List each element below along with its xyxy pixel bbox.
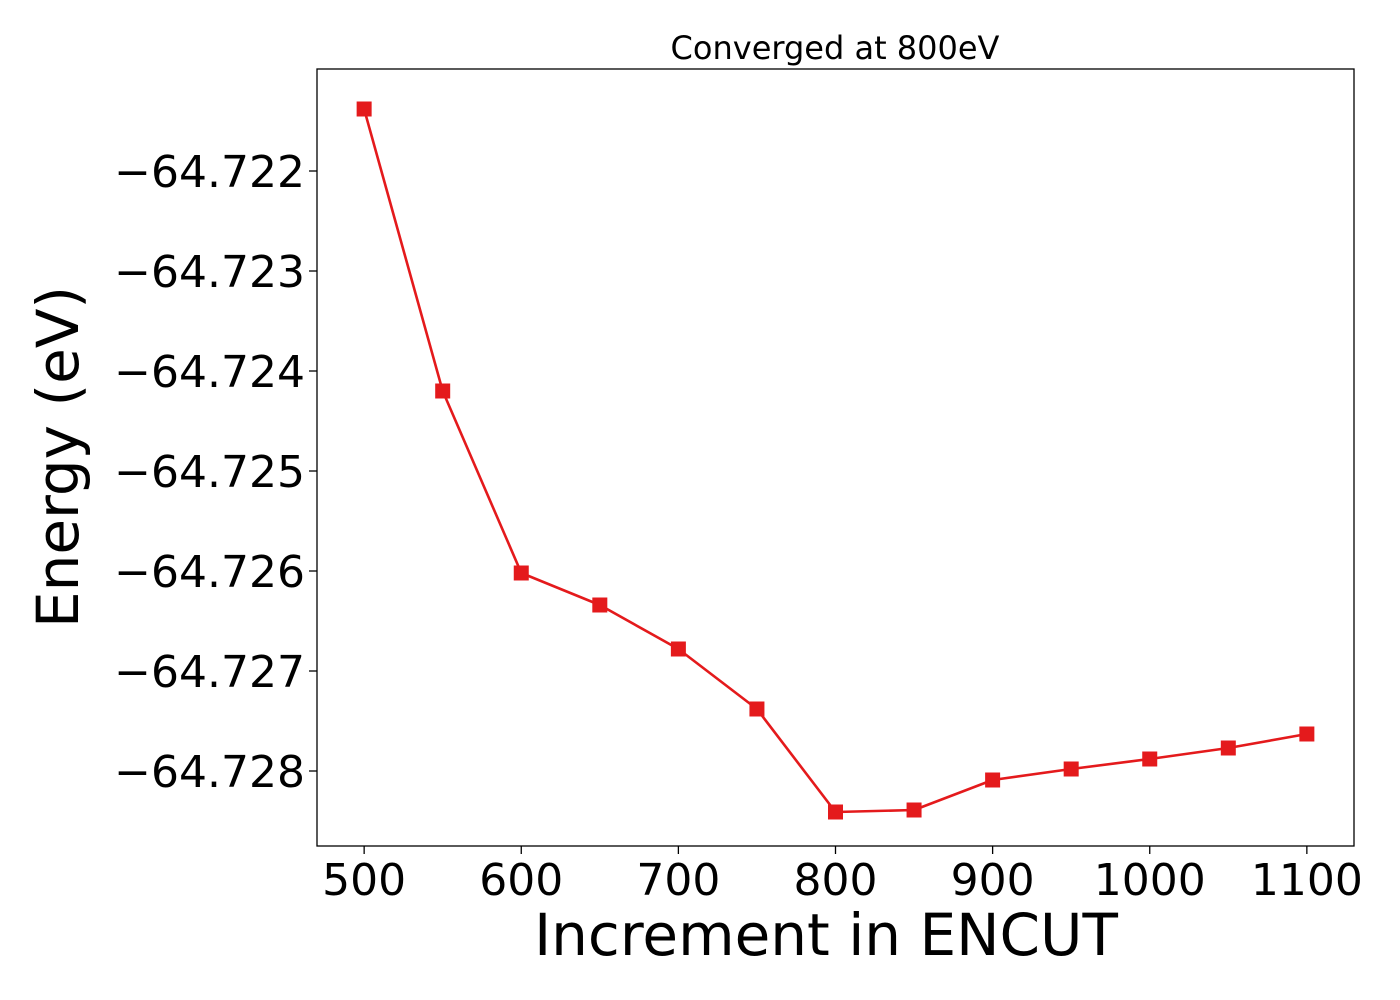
data-point-marker: [985, 772, 1001, 788]
x-tick-label: 500: [322, 855, 406, 906]
y-axis-title: Energy (eV): [24, 286, 92, 628]
data-point-marker: [670, 641, 686, 657]
chart-title: Converged at 800eV: [671, 29, 1000, 67]
data-point-marker: [906, 802, 922, 818]
x-tick-label: 700: [636, 855, 720, 906]
y-tick-label: −64.728: [114, 747, 305, 798]
x-tick-label: 800: [794, 855, 878, 906]
y-tick-label: −64.725: [114, 447, 305, 498]
y-tick-label: −64.724: [114, 347, 305, 398]
data-point-marker: [828, 804, 843, 820]
data-point-marker: [1063, 761, 1079, 777]
data-point-marker: [435, 383, 451, 399]
x-tick-label: 1100: [1251, 855, 1363, 906]
data-point-marker: [592, 597, 608, 613]
x-axis-title: Increment in ENCUT: [534, 901, 1118, 969]
y-tick-label: −64.727: [114, 647, 305, 698]
x-tick-label: 600: [479, 855, 563, 906]
x-tick-label: 900: [951, 855, 1035, 906]
y-tick-label: −64.722: [114, 147, 305, 198]
data-point-marker: [1299, 726, 1315, 742]
data-point-marker: [513, 565, 529, 581]
plot-area-frame: [316, 68, 1355, 847]
data-point-marker: [1142, 751, 1158, 767]
data-point-marker: [1220, 740, 1236, 756]
data-point-marker: [356, 101, 372, 117]
y-tick-label: −64.726: [114, 547, 305, 598]
data-point-marker: [749, 701, 765, 717]
y-tick-label: −64.723: [114, 247, 305, 298]
x-tick-label: 1000: [1094, 855, 1206, 906]
